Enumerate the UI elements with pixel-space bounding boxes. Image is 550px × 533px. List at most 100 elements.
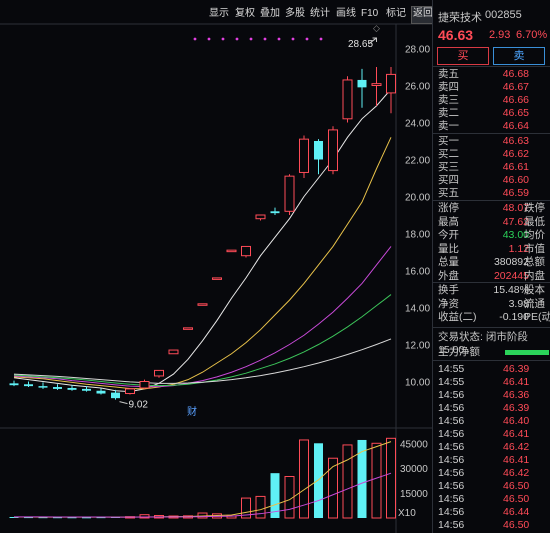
volume-bar	[371, 442, 382, 519]
volume-bar	[139, 514, 150, 519]
tick-time: 14:56	[438, 389, 465, 401]
candle	[111, 389, 120, 400]
candle	[212, 277, 222, 280]
kline-chart[interactable]: 28.00 26.00 24.00 22.00 20.00 18.00 16.00 14.00…	[0, 0, 432, 533]
bid-row[interactable]: 买四 46.60	[433, 174, 550, 187]
tick-time: 14:56	[438, 506, 465, 518]
stat-label: 换手	[438, 284, 459, 296]
stat-right-label: PE(动)	[524, 311, 550, 323]
tick-price: 46.50	[503, 493, 530, 505]
volume-bar	[386, 437, 396, 519]
tick-row: 14:56 46.50	[433, 480, 550, 493]
candle	[9, 380, 19, 387]
candle	[342, 76, 353, 123]
candle-body	[255, 214, 266, 220]
tick-row: 14:56 46.50	[433, 493, 550, 506]
tick-price: 46.36	[503, 389, 530, 401]
volume-bar	[38, 517, 48, 519]
ask-row[interactable]: 卖五 46.68	[433, 68, 550, 81]
ask-row[interactable]: 卖二 46.65	[433, 107, 550, 120]
marker-dot	[263, 37, 267, 41]
stock-code: 002855	[485, 9, 522, 21]
ask-row[interactable]: 卖三 46.66	[433, 94, 550, 107]
toolbar-item-5[interactable]: 画线	[336, 8, 356, 19]
bid-label: 买四	[438, 174, 459, 186]
candle	[357, 68, 367, 108]
volume-axis-tick: 15000	[400, 489, 428, 500]
ask-label: 卖三	[438, 94, 459, 106]
last-price: 46.63	[438, 27, 474, 43]
y-axis-tick: 28.00	[405, 45, 430, 56]
bid-row[interactable]: 买二 46.62	[433, 148, 550, 161]
toolbar-item-3[interactable]: 多股	[285, 8, 305, 19]
stat-value: -0.190	[499, 311, 529, 323]
bid-row[interactable]: 买五 46.59	[433, 187, 550, 200]
y-axis-tick: 12.00	[405, 341, 430, 352]
toolbar-item-6[interactable]: F10	[361, 8, 379, 19]
stat-right-label: 股本	[524, 284, 545, 296]
main-flow-bar	[505, 350, 549, 355]
toolbar-item-7[interactable]: 标记	[386, 8, 406, 19]
ask-label: 卖四	[438, 81, 459, 93]
toolbar-item-0[interactable]: 显示	[209, 8, 229, 19]
candle	[139, 379, 150, 389]
candle-body	[284, 175, 295, 212]
tick-row: 14:56 46.50	[433, 519, 550, 532]
stat-label: 最高	[438, 215, 459, 228]
tick-time: 14:56	[438, 493, 465, 505]
volume-bar	[357, 439, 367, 518]
candle-body	[9, 383, 19, 386]
tick-price: 46.50	[503, 480, 530, 492]
tick-row: 14:56 46.39	[433, 402, 550, 415]
diamond-icon: ◇	[373, 24, 380, 34]
bid-label: 买五	[438, 187, 459, 199]
volume-bar	[342, 444, 353, 519]
tick-time: 14:56	[438, 415, 465, 427]
bid-row[interactable]: 买三 46.61	[433, 161, 550, 174]
y-axis-tick: 26.00	[405, 82, 430, 93]
candle	[96, 388, 106, 395]
candle	[299, 135, 309, 178]
candle-body	[168, 349, 179, 355]
candle	[314, 139, 323, 175]
tick-row: 14:56 46.42	[433, 467, 550, 480]
candle-body	[82, 388, 91, 391]
trade-status: 交易状态: 闭市阶段 15:00	[438, 331, 528, 356]
stat-row: 今开 43.00 均价	[433, 229, 550, 242]
candle-body	[154, 369, 164, 377]
volume-axis-tick: 30000	[400, 464, 428, 475]
stat-label: 今开	[438, 229, 459, 241]
bid-price: 46.59	[502, 187, 529, 199]
ask-row[interactable]: 卖四 46.67	[433, 81, 550, 94]
sell-button[interactable]: 卖	[493, 47, 545, 65]
volume-bar	[328, 457, 338, 519]
ask-row[interactable]: 卖一 46.64	[433, 120, 550, 133]
toolbar-item-1[interactable]: 复权	[235, 8, 255, 19]
stat-row: 最高 47.62 最低	[433, 216, 550, 229]
stat-label: 总量	[438, 256, 459, 268]
bid-row[interactable]: 买一 46.63	[433, 135, 550, 148]
volume-bar	[270, 473, 280, 518]
stat-label: 外盘	[438, 269, 459, 282]
stat-right-label: 流通	[524, 297, 545, 310]
tick-row: 14:56 46.36	[433, 389, 550, 402]
candle	[82, 386, 91, 392]
candle-body	[212, 277, 222, 280]
stat-row: 总量 380892 总额	[433, 256, 550, 269]
candle-body	[24, 384, 33, 387]
stock-name[interactable]: 捷荣技术	[438, 12, 482, 24]
buy-button[interactable]: 买	[437, 47, 489, 65]
high-arrow-head	[368, 37, 377, 45]
candle	[197, 303, 208, 306]
toolbar-item-4[interactable]: 统计	[310, 8, 330, 19]
stat-row: 外盘 202445 内盘	[433, 270, 550, 283]
candle	[168, 349, 179, 355]
candle	[38, 382, 48, 389]
toolbar-item-2[interactable]: 叠加	[260, 8, 280, 19]
stat-value: 43.00	[502, 229, 529, 241]
candle-body	[38, 386, 48, 388]
volume-axis-tick: 45000	[400, 439, 428, 450]
tick-price: 46.44	[503, 506, 530, 518]
candle-body	[226, 249, 237, 253]
ma-line	[13, 338, 392, 384]
